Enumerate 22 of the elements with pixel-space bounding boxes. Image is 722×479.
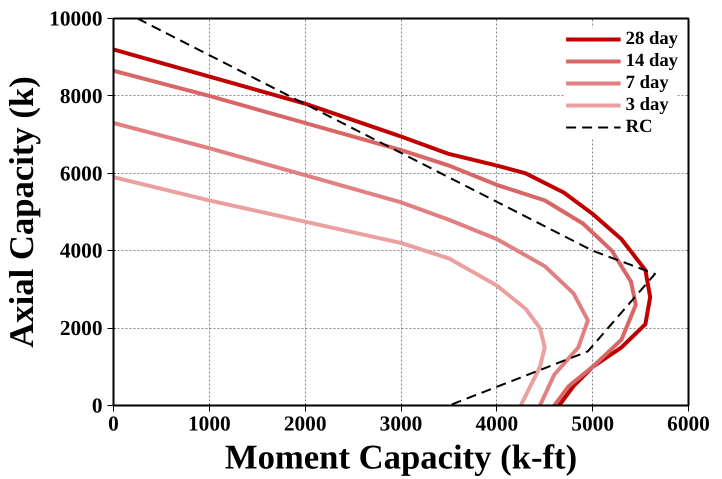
- x-tick-label: 4000: [476, 412, 518, 436]
- y-tick-label: 10000: [49, 6, 103, 30]
- y-tick-label: 4000: [60, 238, 102, 263]
- x-tick-label: 5000: [571, 412, 614, 436]
- line-series: [114, 175, 547, 406]
- legend-label: 14 day: [626, 50, 678, 72]
- legend-label: 28 day: [626, 28, 678, 50]
- legend-label: 3 day: [626, 94, 669, 116]
- y-axis-title: Axial Capacity (k): [3, 76, 42, 348]
- x-tick-label: 6000: [667, 412, 710, 436]
- y-tick-label: 8000: [60, 84, 102, 108]
- legend-label: RC: [626, 116, 653, 138]
- x-tick-label: 3000: [380, 412, 422, 436]
- line-series: [114, 120, 590, 406]
- x-axis-title: Moment Capacity (k-ft): [224, 438, 578, 476]
- y-tick-label: 0: [92, 394, 103, 418]
- y-tick-label: 2000: [60, 316, 102, 340]
- x-tick-label: 0: [108, 412, 119, 436]
- legend-label: 7 day: [626, 72, 669, 94]
- y-tick-label: 6000: [60, 161, 102, 186]
- x-tick-label: 2000: [284, 412, 326, 436]
- x-tick-label: 1000: [188, 412, 231, 436]
